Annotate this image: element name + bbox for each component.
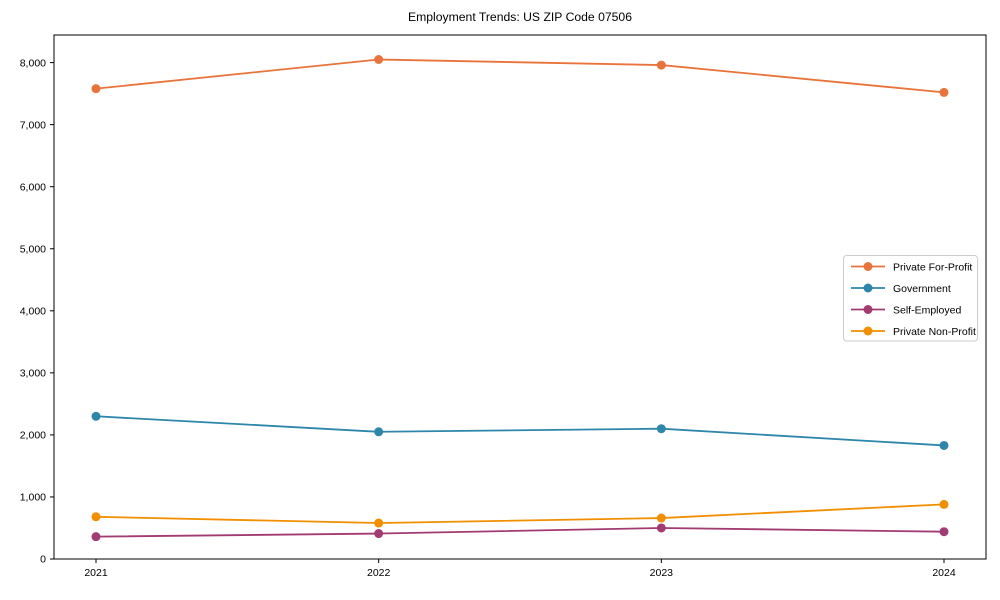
data-point-marker — [374, 427, 384, 437]
legend-box — [843, 255, 978, 342]
chart-title: Employment Trends: US ZIP Code 07506 — [407, 10, 632, 24]
y-tick-label: 5,000 — [20, 243, 46, 255]
legend-marker-icon — [863, 326, 873, 336]
legend-label: Private For-Profit — [893, 261, 972, 273]
data-point-marker — [939, 527, 949, 537]
data-point-marker — [374, 54, 384, 64]
y-tick-label: 3,000 — [20, 368, 46, 380]
data-point-marker — [656, 523, 666, 533]
x-tick-label: 2021 — [84, 567, 108, 579]
y-tick-label: 0 — [40, 554, 46, 566]
data-point-marker — [939, 87, 949, 97]
data-point-marker — [656, 424, 666, 434]
legend-label: Self-Employed — [893, 304, 961, 316]
data-point-marker — [91, 84, 101, 94]
y-tick-label: 2,000 — [20, 430, 46, 442]
series-line — [95, 503, 945, 524]
y-tick-label: 4,000 — [20, 306, 46, 318]
series-line — [95, 415, 945, 447]
data-point-marker — [91, 532, 101, 542]
series-line — [95, 58, 945, 94]
y-tick-label: 7,000 — [20, 119, 46, 131]
series-line — [95, 527, 945, 538]
y-tick-label: 8,000 — [20, 57, 46, 69]
legend-marker-icon — [863, 262, 873, 271]
data-point-marker — [656, 60, 666, 70]
legend-label: Government — [893, 283, 951, 295]
legend-marker-icon — [863, 283, 873, 293]
x-tick-label: 2023 — [650, 567, 674, 579]
data-point-marker — [656, 513, 666, 523]
data-point-marker — [91, 512, 101, 522]
data-point-marker — [939, 499, 949, 509]
y-tick-label: 1,000 — [20, 492, 46, 504]
data-point-marker — [91, 411, 101, 421]
data-point-marker — [374, 529, 384, 539]
x-tick-label: 2022 — [367, 567, 391, 579]
x-tick-label: 2024 — [932, 567, 956, 579]
data-point-marker — [374, 518, 384, 528]
legend-label: Private Non-Profit — [893, 326, 976, 338]
data-point-marker — [939, 440, 949, 450]
legend-marker-icon — [863, 305, 873, 314]
y-tick-label: 6,000 — [20, 181, 46, 193]
plot-frame — [53, 34, 987, 560]
